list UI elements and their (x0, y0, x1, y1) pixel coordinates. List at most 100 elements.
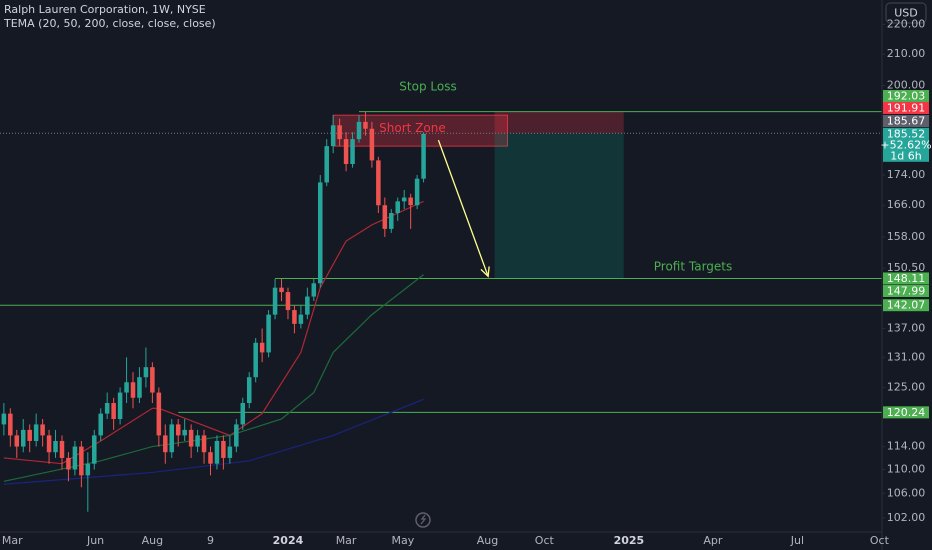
candle-body (188, 429, 194, 447)
candle-body (350, 139, 355, 165)
y-tick-label: 166.00 (887, 198, 926, 211)
price-label-box (883, 299, 929, 312)
x-tick-label: 2025 (614, 534, 645, 547)
price-label: 120.24 (887, 406, 926, 419)
candle-body (143, 367, 149, 378)
y-tick-label: 158.00 (887, 230, 926, 243)
logo-bolt (420, 514, 427, 525)
candle-body (195, 435, 200, 447)
price-label: 185.52 (887, 127, 926, 140)
candle-body (414, 178, 420, 206)
logo-ring (415, 512, 431, 528)
candle-body (408, 197, 413, 206)
price-label: 147.99 (887, 285, 926, 298)
x-tick-label: Jul (790, 534, 804, 547)
candle-body (259, 342, 265, 353)
candle-body (317, 182, 323, 284)
candle-body (175, 424, 181, 436)
y-tick-label: 125.00 (887, 380, 926, 393)
arrow-head (480, 266, 490, 278)
currency-label[interactable]: USD (894, 7, 918, 20)
price-label-box (883, 272, 929, 285)
price-label-box (883, 406, 929, 419)
indicator-label: TEMA (20, 50, 200, close, close, close) (3, 17, 216, 30)
currency-box[interactable] (885, 2, 927, 24)
candle-body (279, 287, 284, 293)
candle-body (253, 342, 258, 378)
chart-title: Ralph Lauren Corporation, 1W, NYSE (4, 3, 206, 16)
x-tick-label: Aug (477, 534, 498, 547)
candle-body (33, 424, 39, 441)
candle-body (40, 424, 45, 436)
x-tick-label: 2024 (273, 534, 304, 547)
candle-body (130, 382, 136, 398)
candle-body (1, 413, 7, 425)
price-label-detail: 1d 6h (890, 149, 921, 162)
candle-body (298, 314, 304, 324)
candle-body (72, 446, 78, 470)
x-tick-label: Aug (142, 534, 163, 547)
candle-body (156, 392, 162, 436)
price-label-box (883, 90, 929, 102)
candle-body (46, 435, 52, 453)
candle-body (363, 121, 368, 129)
short-zone-label: Short Zone (379, 121, 446, 135)
x-tick-label: Mar (2, 534, 23, 547)
price-label-box (883, 115, 929, 127)
candle-body (240, 403, 246, 425)
arrow (437, 139, 489, 277)
candle-body (330, 125, 336, 147)
candle-body (292, 310, 297, 324)
candle-body (208, 452, 213, 464)
candle-body (124, 382, 129, 393)
candle-body (272, 287, 278, 315)
candle-body (14, 435, 20, 447)
price-label: 191.91 (887, 102, 926, 115)
x-tick-label: Apr (703, 534, 723, 547)
y-tick-label: 200.00 (887, 79, 926, 92)
candle-body (137, 377, 142, 398)
x-tick-label: May (392, 534, 415, 547)
tv-logo (415, 512, 431, 528)
candle-body (221, 440, 226, 458)
candle-body (305, 296, 310, 315)
y-tick-label: 114.00 (887, 440, 926, 453)
profit-targets-label: Profit Targets (654, 260, 733, 274)
x-tick-label: Mar (336, 534, 357, 547)
short-zone (332, 114, 508, 147)
candle-body (401, 197, 407, 202)
currency-button[interactable]: USD (885, 2, 927, 24)
price-label: 192.03 (887, 90, 926, 103)
candle-body (150, 367, 155, 393)
candle-body (369, 128, 375, 161)
x-tick-label: Jun (86, 534, 104, 547)
stop-area (494, 111, 624, 134)
candle-body (98, 413, 103, 436)
candle-body (85, 463, 91, 476)
candle-body (8, 413, 13, 436)
y-tick-label: 210.00 (887, 47, 926, 60)
plot-area: Short Zone (0, 111, 882, 512)
price-axis: 220.00 210.00 200.00 174.00 166.00 158.00 150.… (880, 17, 931, 524)
price-label: 142.07 (887, 299, 926, 312)
price-label-box (883, 102, 929, 114)
candle-body (66, 457, 71, 470)
candle-body (311, 283, 317, 297)
candle-body (169, 424, 175, 453)
candle-body (389, 213, 394, 229)
y-tick-label: 137.00 (887, 322, 926, 335)
candle-body (266, 314, 271, 353)
y-tick-label: 131.00 (887, 350, 926, 363)
candle-body (246, 377, 252, 404)
candle-body (201, 435, 207, 453)
candle-body (343, 139, 349, 165)
x-tick-label: Oct (535, 534, 555, 547)
price-label-detail: +52.62% (880, 138, 931, 151)
candle-body (337, 125, 342, 140)
tema-line (3, 274, 424, 482)
candle-body (234, 424, 239, 447)
candle-body (227, 446, 233, 458)
candle-body (182, 429, 187, 436)
candle-body (92, 435, 97, 464)
